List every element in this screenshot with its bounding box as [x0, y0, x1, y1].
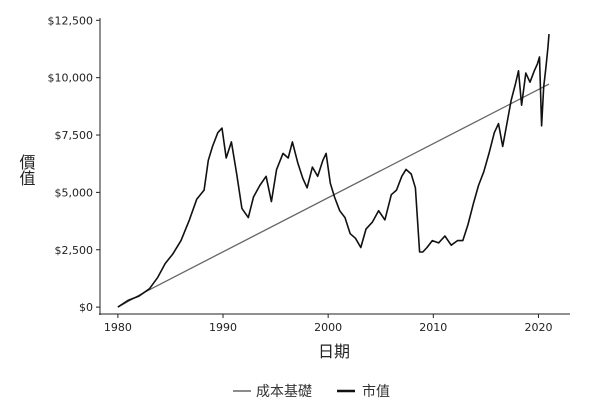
y-tick-label: $12,500 — [48, 14, 94, 27]
y-axis: $0 $2,500 $5,000 $7,500 $10,000 $12,500 — [48, 14, 101, 315]
y-tick-label: $0 — [79, 301, 93, 314]
market-value-line — [117, 34, 550, 308]
legend-label-market-value: 市值 — [362, 383, 390, 400]
x-tick-label: 1980 — [104, 321, 132, 334]
x-tick-label: 1990 — [209, 321, 237, 334]
y-tick-label: $7,500 — [55, 129, 94, 142]
y-tick-label: $2,500 — [55, 244, 94, 257]
x-tick-label: 2000 — [314, 321, 342, 334]
y-tick-label: $5,000 — [55, 186, 94, 199]
x-tick-label: 2010 — [419, 321, 447, 334]
series-layer — [117, 34, 550, 308]
x-axis: 1980 1990 2000 2010 2020 — [99, 313, 570, 334]
legend-label-cost-basis: 成本基礎 — [256, 383, 312, 400]
y-tick-label: $10,000 — [48, 72, 94, 85]
y-axis-title: 價值 — [17, 154, 36, 186]
x-axis-title: 日期 — [318, 342, 350, 361]
legend: 成本基礎 市值 — [233, 383, 390, 400]
x-tick-label: 2020 — [524, 321, 552, 334]
